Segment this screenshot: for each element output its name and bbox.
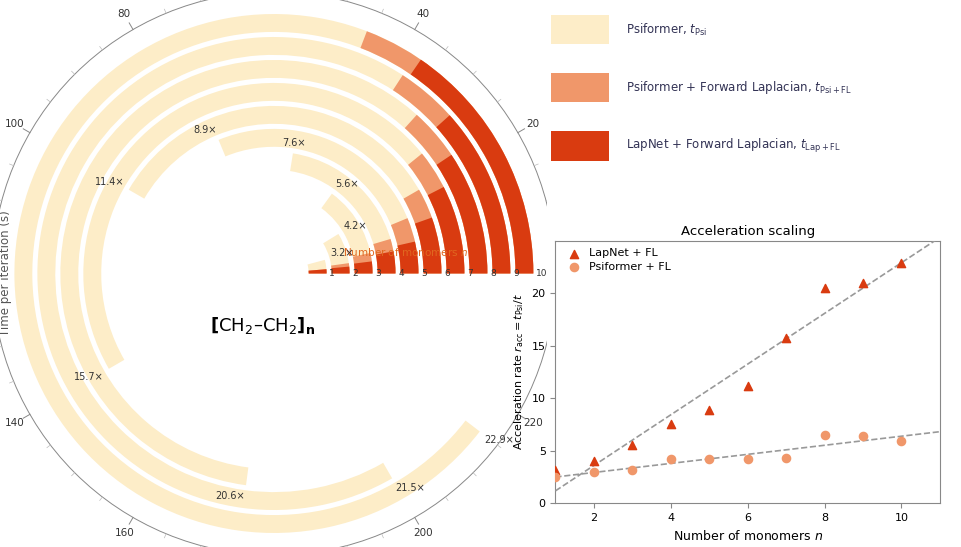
Text: 22.9×: 22.9× <box>484 435 514 445</box>
Text: 7.6×: 7.6× <box>282 138 306 148</box>
Wedge shape <box>84 83 464 369</box>
Psiformer + FL <box>740 455 755 463</box>
Wedge shape <box>332 263 350 274</box>
Text: 80: 80 <box>117 9 131 19</box>
Text: 21.5×: 21.5× <box>395 483 425 493</box>
Psiformer + FL <box>778 453 794 462</box>
Wedge shape <box>353 253 373 274</box>
Wedge shape <box>436 115 510 274</box>
Psiformer + FL <box>586 467 602 476</box>
LapNet + FL <box>817 283 832 292</box>
Wedge shape <box>436 155 487 274</box>
LapNet + FL <box>663 420 678 429</box>
Wedge shape <box>321 194 373 274</box>
Psiformer + FL <box>702 455 717 463</box>
Psiformer + FL <box>855 432 871 440</box>
Wedge shape <box>218 129 418 274</box>
LapNet + FL <box>855 278 871 287</box>
Text: 140: 140 <box>5 418 25 428</box>
Psiformer + FL <box>548 473 563 481</box>
Text: 220: 220 <box>523 418 543 428</box>
Psiformer + FL <box>817 430 832 439</box>
Text: Number of monomers $n$: Number of monomers $n$ <box>343 246 468 258</box>
Psiformer + FL <box>625 465 640 474</box>
Text: LapNet + Forward Laplacian, $t_{\mathrm{Lap + FL}}$: LapNet + Forward Laplacian, $t_{\mathrm{… <box>626 137 841 155</box>
Text: 11.4×: 11.4× <box>94 177 124 187</box>
Text: $\bf{[}$CH$_2$–CH$_2$$\bf{]}_n$: $\bf{[}$CH$_2$–CH$_2$$\bf{]}_n$ <box>210 315 315 336</box>
Wedge shape <box>405 115 487 274</box>
Text: 0: 0 <box>570 269 577 278</box>
Wedge shape <box>308 260 327 274</box>
Wedge shape <box>323 234 350 274</box>
Title: Acceleration scaling: Acceleration scaling <box>680 225 815 238</box>
Text: 100: 100 <box>5 119 25 129</box>
Wedge shape <box>408 154 464 274</box>
X-axis label: Number of monomers $n$: Number of monomers $n$ <box>673 528 823 543</box>
Wedge shape <box>391 218 418 274</box>
Wedge shape <box>404 190 441 274</box>
Wedge shape <box>14 14 533 533</box>
Wedge shape <box>373 239 396 274</box>
Text: 9: 9 <box>513 269 519 278</box>
LapNet + FL <box>625 441 640 450</box>
Text: 3.2×: 3.2× <box>330 248 354 258</box>
Text: 7: 7 <box>467 269 473 278</box>
Wedge shape <box>129 106 441 274</box>
Text: 40: 40 <box>417 9 431 19</box>
Text: 4.2×: 4.2× <box>343 221 366 231</box>
Psiformer + FL <box>894 437 909 446</box>
Text: 20.6×: 20.6× <box>215 491 245 501</box>
Legend: LapNet + FL, Psiformer + FL: LapNet + FL, Psiformer + FL <box>561 246 673 274</box>
Psiformer + FL <box>663 455 678 463</box>
Wedge shape <box>61 60 487 485</box>
Bar <box>552 73 609 102</box>
Wedge shape <box>428 187 464 274</box>
Text: 8: 8 <box>490 269 496 278</box>
Wedge shape <box>290 153 396 274</box>
Text: Psiformer + Forward Laplacian, $t_{\mathrm{Psi + FL}}$: Psiformer + Forward Laplacian, $t_{\math… <box>626 79 851 96</box>
Wedge shape <box>393 75 510 274</box>
LapNet + FL <box>778 334 794 343</box>
Text: 160: 160 <box>114 528 135 538</box>
Text: 200: 200 <box>413 528 433 538</box>
Text: 15.7×: 15.7× <box>74 371 104 381</box>
Text: 8.9×: 8.9× <box>193 125 216 135</box>
Text: Time per iteration (s): Time per iteration (s) <box>0 211 12 336</box>
Wedge shape <box>308 269 327 274</box>
Text: 10: 10 <box>536 269 548 278</box>
Wedge shape <box>308 269 327 274</box>
Text: 3: 3 <box>376 269 382 278</box>
Wedge shape <box>360 31 533 274</box>
LapNet + FL <box>548 465 563 474</box>
Text: 1: 1 <box>330 269 335 278</box>
Wedge shape <box>354 261 373 274</box>
Text: 5.6×: 5.6× <box>335 179 358 189</box>
Y-axis label: Acceleration rate $r_{\mathrm{acc}} = t_{\mathrm{Psi}}/t$: Acceleration rate $r_{\mathrm{acc}} = t_… <box>512 294 526 450</box>
Wedge shape <box>332 266 350 274</box>
LapNet + FL <box>894 258 909 267</box>
Wedge shape <box>37 37 510 510</box>
Bar <box>552 131 609 161</box>
Text: 5: 5 <box>421 269 427 278</box>
LapNet + FL <box>740 381 755 390</box>
LapNet + FL <box>586 457 602 465</box>
Bar <box>552 15 609 44</box>
Text: Psiformer, $t_{\mathrm{Psi}}$: Psiformer, $t_{\mathrm{Psi}}$ <box>626 21 706 38</box>
LapNet + FL <box>702 405 717 414</box>
Wedge shape <box>415 218 441 274</box>
Text: 4: 4 <box>398 269 404 278</box>
Wedge shape <box>398 242 418 274</box>
Text: 20: 20 <box>527 119 539 129</box>
Wedge shape <box>410 60 533 274</box>
Text: 6: 6 <box>444 269 450 278</box>
Wedge shape <box>376 251 396 274</box>
Text: 2: 2 <box>353 269 357 278</box>
